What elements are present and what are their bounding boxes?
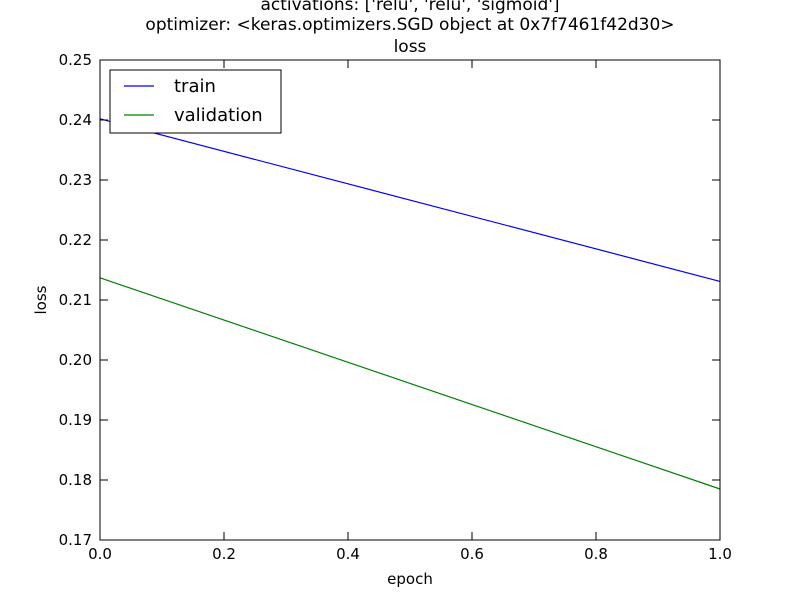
x-tick-label: 0.2 (212, 545, 236, 563)
title-line-activations: activations: ['relu', 'relu', 'sigmoid'] (260, 0, 559, 15)
y-tick-label: 0.24 (59, 111, 92, 129)
legend-label-train: train (174, 76, 216, 97)
y-tick-label: 0.17 (59, 531, 92, 549)
legend-box (109, 69, 282, 134)
title-line-loss: loss (394, 37, 427, 57)
y-tick-label: 0.19 (59, 411, 92, 429)
x-tick-label: 0.8 (584, 545, 608, 563)
y-axis-label: loss (32, 285, 50, 314)
series-line-train (99, 118, 721, 282)
y-tick-label: 0.21 (59, 291, 92, 309)
x-tick-label: 0.6 (460, 545, 484, 563)
title-line-optimizer: optimizer: <keras.optimizers.SGD object … (145, 15, 674, 35)
axis-ticks: 0.0 0.2 0.4 0.6 0.8 1.0 0.17 0.18 0.19 0.20 0.21 0.… (59, 51, 732, 563)
legend-label-validation: validation (174, 105, 263, 126)
x-tick-label: 0.0 (88, 545, 112, 563)
x-tick-label: 1.0 (708, 545, 732, 563)
y-tick-label: 0.20 (59, 351, 92, 369)
x-axis-label: epoch (387, 570, 433, 588)
plot-frame (99, 59, 721, 541)
chart-title: activations: ['relu', 'relu', 'sigmoid']… (145, 0, 674, 57)
y-tick-label: 0.25 (59, 51, 92, 69)
series-lines (99, 118, 721, 490)
y-tick-label: 0.22 (59, 231, 92, 249)
legend: train validation (109, 69, 282, 134)
series-line-validation (99, 277, 721, 490)
y-tick-label: 0.23 (59, 171, 92, 189)
x-tick-label: 0.4 (336, 545, 360, 563)
y-tick-label: 0.18 (59, 471, 92, 489)
plot-area (100, 60, 720, 540)
